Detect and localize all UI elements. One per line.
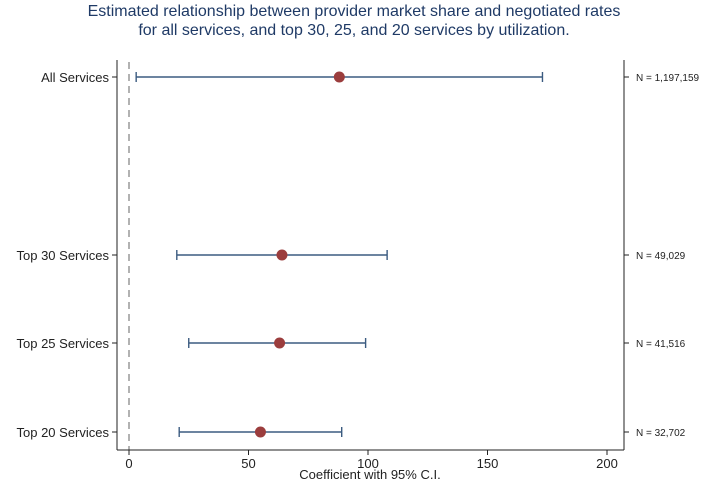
x-tick-label: 0 — [125, 456, 132, 471]
row-label: All Services — [41, 70, 109, 85]
point-estimate — [333, 71, 345, 83]
x-axis-ticks: 0 50 100 150 200 — [125, 450, 618, 471]
x-tick-label: 50 — [241, 456, 255, 471]
x-tick-label: 200 — [596, 456, 618, 471]
n-label: N = 49,029 — [636, 251, 686, 262]
n-label: N = 41,516 — [636, 339, 686, 350]
coefficient-rows: All Services N = 1,197,159 Top 30 Services… — [17, 70, 700, 440]
chart-title-line-2: for all services, and top 30, 25, and 20… — [138, 22, 570, 39]
row-label: Top 20 Services — [17, 425, 110, 440]
chart-title-line-1: Estimated relationship between provider … — [87, 3, 621, 20]
point-estimate — [276, 249, 288, 261]
n-label: N = 32,702 — [636, 428, 686, 439]
x-tick-label: 100 — [357, 456, 379, 471]
x-tick-label: 150 — [477, 456, 499, 471]
point-estimate — [254, 426, 266, 438]
x-axis-label: Coefficient with 95% C.I. — [299, 467, 440, 482]
point-estimate — [274, 337, 286, 349]
n-label: N = 1,197,159 — [636, 73, 700, 84]
row-label: Top 30 Services — [17, 248, 110, 263]
row-label: Top 25 Services — [17, 336, 110, 351]
